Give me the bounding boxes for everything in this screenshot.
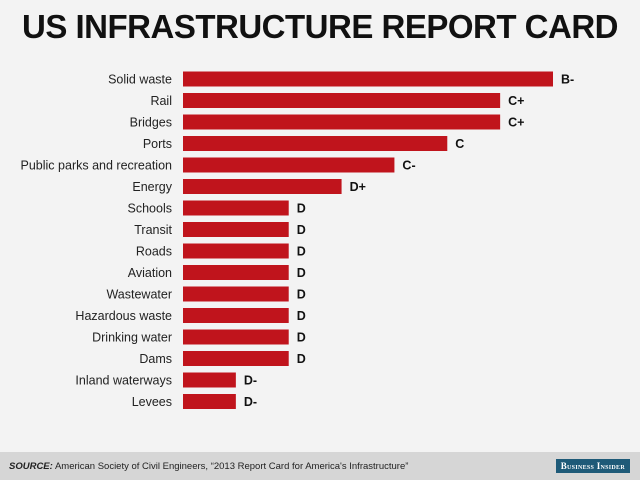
bar [183,372,236,388]
bar [183,200,289,216]
bar [183,394,236,409]
grade-label: D [297,202,306,216]
source-text: American Society of Civil Engineers, “20… [54,461,409,472]
category-label: Dams [139,352,172,366]
category-label: Transit [134,223,172,237]
bar [183,308,289,323]
bar [183,243,289,259]
grade-label: D [297,245,306,259]
bar [183,114,501,130]
business-insider-logo: Business Insider [555,459,630,473]
grade-label: D [297,266,306,280]
bar [183,179,342,194]
category-label: Ports [143,137,172,151]
category-label: Bridges [130,116,172,130]
grade-label: D [297,223,306,237]
category-label: Hazardous waste [75,309,172,323]
grade-label: C+ [508,116,524,130]
category-label: Wastewater [106,288,172,302]
bar [183,136,448,151]
footer: SOURCE: American Society of Civil Engine… [0,452,640,480]
category-label: Aviation [128,266,172,280]
category-label: Solid waste [108,73,172,87]
grade-label: D [297,352,306,366]
grade-label: D [297,331,306,345]
grade-label: C [455,137,464,151]
bar-chart: Solid waste B- Rail C+ Bridges C+ Ports C Public… [21,71,574,409]
category-label: Energy [132,180,172,194]
grade-label: C- [402,159,415,173]
bar [183,93,501,108]
grade-label: B- [561,73,574,87]
grade-label: D- [244,395,257,409]
bar [183,71,553,87]
chart-title: US INFRASTRUCTURE REPORT CARD [22,8,619,45]
grade-label: D+ [350,180,366,194]
category-label: Drinking water [92,331,172,345]
category-label: Public parks and recreation [21,159,173,173]
category-label: Schools [128,202,172,216]
category-label: Levees [132,395,172,409]
bar [183,157,395,173]
grade-label: D [297,309,306,323]
category-label: Inland waterways [75,374,172,388]
bar [183,265,289,280]
bar [183,329,289,345]
bar [183,351,289,366]
source-note: SOURCE: American Society of Civil Engine… [9,461,408,472]
source-label: SOURCE: [9,461,53,472]
grade-label: D- [244,374,257,388]
grade-label: C+ [508,94,524,108]
bar [183,222,289,237]
grade-label: D [297,288,306,302]
bar [183,286,289,302]
category-label: Roads [136,245,172,259]
category-label: Rail [150,94,172,108]
